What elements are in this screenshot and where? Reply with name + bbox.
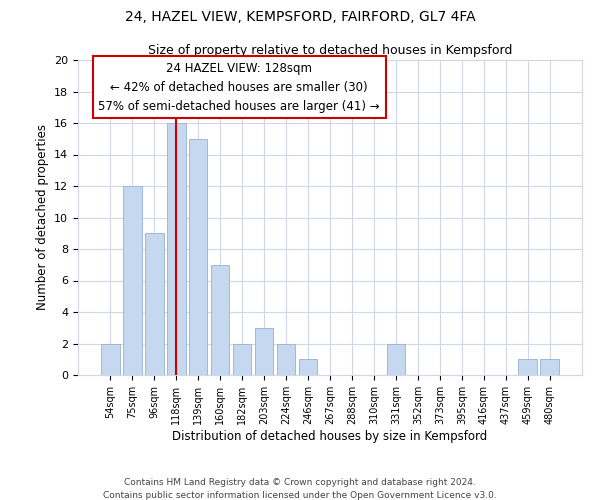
Bar [211, 265, 229, 375]
Bar [101, 344, 119, 375]
Bar [145, 233, 164, 375]
Bar [518, 359, 537, 375]
Y-axis label: Number of detached properties: Number of detached properties [35, 124, 49, 310]
Bar [167, 123, 185, 375]
Text: Contains HM Land Registry data © Crown copyright and database right 2024.
Contai: Contains HM Land Registry data © Crown c… [103, 478, 497, 500]
Bar [541, 359, 559, 375]
Bar [123, 186, 142, 375]
X-axis label: Distribution of detached houses by size in Kempsford: Distribution of detached houses by size … [172, 430, 488, 442]
Bar [233, 344, 251, 375]
Title: Size of property relative to detached houses in Kempsford: Size of property relative to detached ho… [148, 44, 512, 58]
Bar [386, 344, 405, 375]
Text: 24, HAZEL VIEW, KEMPSFORD, FAIRFORD, GL7 4FA: 24, HAZEL VIEW, KEMPSFORD, FAIRFORD, GL7… [125, 10, 475, 24]
Bar [277, 344, 295, 375]
Bar [299, 359, 317, 375]
Text: 24 HAZEL VIEW: 128sqm
← 42% of detached houses are smaller (30)
57% of semi-deta: 24 HAZEL VIEW: 128sqm ← 42% of detached … [98, 62, 380, 112]
Bar [255, 328, 274, 375]
Bar [189, 138, 208, 375]
